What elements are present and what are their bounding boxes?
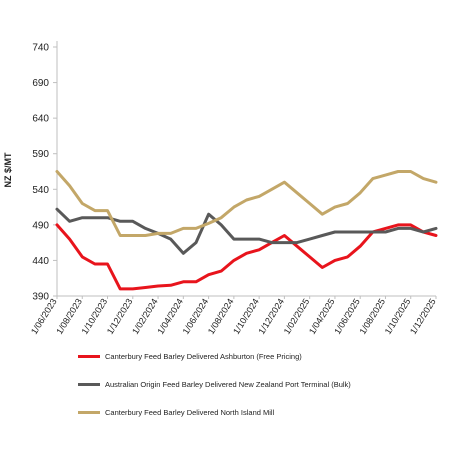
x-tick-label: 1/12/2025 [408, 297, 438, 336]
legend-label: Canterbury Feed Barley Delivered North I… [105, 407, 275, 417]
legend-item: Australian Origin Feed Barley Delivered … [78, 370, 448, 398]
chart-series [55, 170, 438, 291]
y-tick-label: 490 [32, 220, 49, 231]
legend-swatch [78, 354, 100, 358]
y-tick-label: 640 [32, 114, 49, 125]
legend-label: Canterbury Feed Barley Delivered Ashburt… [105, 351, 302, 361]
y-tick-label: 590 [32, 149, 49, 160]
y-tick-label: 740 [32, 43, 49, 54]
y-tick-label: 690 [32, 78, 49, 89]
series-line-1 [55, 223, 438, 291]
chart-legend: Canterbury Feed Barley Delivered Ashburt… [78, 342, 448, 426]
legend-swatch [78, 410, 100, 414]
legend-item: Canterbury Feed Barley Delivered North I… [78, 398, 448, 426]
legend-label: Australian Origin Feed Barley Delivered … [105, 379, 351, 389]
y-tick-label: 440 [32, 256, 49, 267]
series-line-2 [55, 207, 438, 255]
y-tick-label: 540 [32, 185, 49, 196]
legend-item: Canterbury Feed Barley Delivered Ashburt… [78, 342, 448, 370]
legend-swatch [78, 382, 100, 386]
chart-axes: 3904404905405906406907401/06/20231/08/20… [29, 41, 438, 336]
series-line-3 [55, 170, 438, 237]
y-axis-label: NZ $/MT [3, 152, 13, 188]
y-tick-label: 390 [32, 292, 49, 303]
